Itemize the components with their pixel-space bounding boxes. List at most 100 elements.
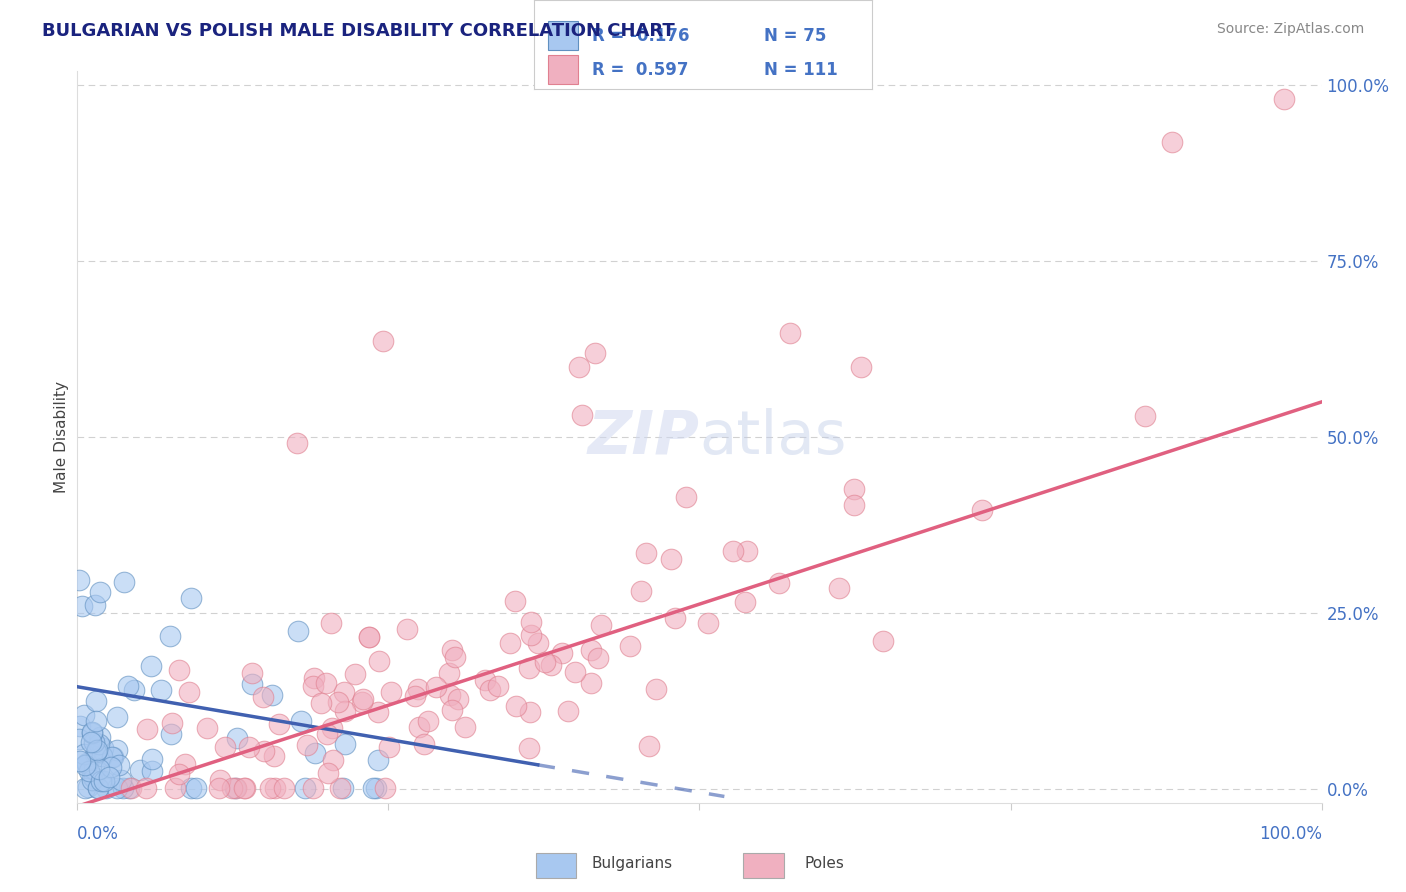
- Y-axis label: Male Disability: Male Disability: [53, 381, 69, 493]
- Point: [233, 780, 256, 795]
- Point: [359, 631, 381, 645]
- Point: [319, 616, 342, 631]
- Text: R =  0.597: R = 0.597: [592, 61, 688, 78]
- Point: [540, 657, 562, 672]
- Point: [83, 771, 105, 785]
- FancyBboxPatch shape: [744, 853, 785, 878]
- Point: [93, 773, 115, 788]
- Point: [586, 651, 609, 665]
- Point: [440, 703, 463, 717]
- Point: [827, 581, 849, 595]
- Point: [100, 750, 122, 764]
- Point: [395, 623, 418, 637]
- Point: [527, 636, 550, 650]
- Point: [135, 780, 157, 795]
- Text: 100.0%: 100.0%: [1258, 825, 1322, 843]
- Point: [159, 629, 181, 643]
- Point: [167, 766, 190, 780]
- Point: [659, 552, 682, 566]
- Point: [304, 746, 326, 760]
- Point: [83, 599, 105, 613]
- Point: [80, 773, 103, 788]
- Point: [636, 546, 658, 560]
- Point: [208, 780, 231, 795]
- Point: [141, 764, 163, 778]
- Text: 0.0%: 0.0%: [77, 825, 120, 843]
- Point: [406, 681, 429, 696]
- Point: [69, 754, 91, 768]
- Text: atlas: atlas: [700, 408, 846, 467]
- Point: [226, 731, 249, 746]
- Point: [416, 714, 439, 728]
- Point: [645, 682, 668, 697]
- Text: BULGARIAN VS POLISH MALE DISABILITY CORRELATION CHART: BULGARIAN VS POLISH MALE DISABILITY CORR…: [42, 22, 675, 40]
- Point: [287, 624, 309, 639]
- Point: [321, 721, 343, 735]
- Point: [86, 714, 108, 728]
- Point: [87, 738, 110, 752]
- Point: [112, 575, 135, 590]
- Point: [135, 722, 157, 736]
- Point: [444, 649, 467, 664]
- Text: N = 75: N = 75: [763, 27, 827, 45]
- Point: [89, 585, 111, 599]
- Point: [357, 630, 380, 644]
- Point: [101, 749, 124, 764]
- Point: [842, 498, 865, 512]
- Point: [534, 656, 557, 670]
- Point: [195, 721, 218, 735]
- Point: [447, 691, 470, 706]
- Point: [73, 747, 96, 761]
- Point: [214, 739, 236, 754]
- Point: [505, 594, 527, 608]
- Point: [441, 642, 464, 657]
- Point: [367, 705, 389, 719]
- Point: [872, 634, 894, 648]
- Point: [380, 684, 402, 698]
- Point: [84, 745, 107, 759]
- Point: [77, 764, 100, 778]
- Point: [108, 757, 131, 772]
- Point: [335, 704, 357, 718]
- Point: [260, 688, 283, 702]
- Point: [263, 780, 285, 795]
- Text: Poles: Poles: [804, 855, 844, 871]
- Point: [86, 743, 108, 757]
- Point: [579, 676, 602, 690]
- Point: [619, 640, 641, 654]
- Point: [571, 408, 593, 422]
- Point: [72, 708, 94, 723]
- Point: [309, 696, 332, 710]
- Point: [76, 757, 98, 772]
- Point: [273, 780, 295, 795]
- Point: [82, 726, 104, 740]
- Point: [91, 741, 114, 756]
- Point: [75, 758, 97, 772]
- Point: [520, 628, 543, 642]
- Point: [240, 665, 263, 680]
- Point: [80, 724, 103, 739]
- Point: [368, 654, 391, 668]
- Point: [583, 345, 606, 359]
- Point: [454, 720, 477, 734]
- Point: [117, 679, 139, 693]
- Point: [97, 770, 120, 784]
- Point: [259, 780, 281, 795]
- Point: [252, 690, 274, 705]
- Point: [177, 685, 200, 699]
- Point: [209, 772, 232, 787]
- Point: [970, 502, 993, 516]
- Text: R = -0.176: R = -0.176: [592, 27, 689, 45]
- Point: [120, 780, 142, 795]
- Point: [173, 756, 195, 771]
- Point: [326, 695, 349, 709]
- Point: [80, 735, 103, 749]
- Point: [316, 765, 339, 780]
- Point: [69, 718, 91, 732]
- Point: [332, 780, 354, 795]
- Point: [551, 646, 574, 660]
- Point: [735, 544, 758, 558]
- Point: [302, 780, 325, 795]
- Point: [105, 780, 128, 795]
- Point: [332, 685, 354, 699]
